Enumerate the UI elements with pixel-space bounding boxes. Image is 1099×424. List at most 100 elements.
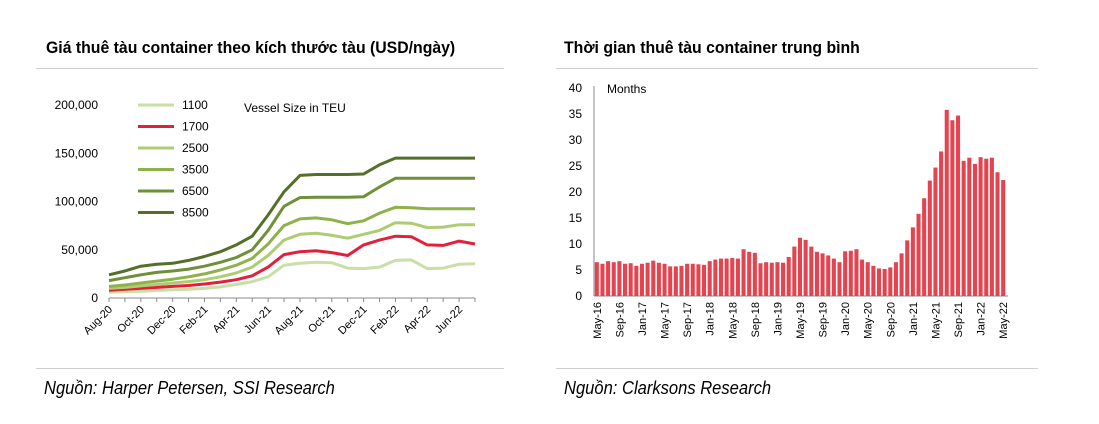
y-tick-label-40: 40 [569, 81, 583, 95]
bar-sep-16 [617, 261, 622, 296]
x-tick-label-may-19: May-19 [795, 302, 807, 339]
legend-label-3500: 3500 [182, 163, 209, 177]
bar-oct-16 [623, 263, 628, 296]
bar-oct-20 [893, 262, 898, 296]
bar-jun-16 [600, 263, 605, 296]
bar-sep-17 [685, 263, 690, 296]
x-tick-label-oct-21: Oct-21 [306, 304, 338, 336]
x-tick-label-jan-20: Jan-20 [840, 302, 852, 336]
bar-sep-21 [956, 115, 961, 296]
bar-dec-16 [634, 265, 639, 296]
x-tick-label-aug-20: Aug-20 [82, 304, 116, 338]
series-line-1700 [108, 234, 476, 292]
x-tick-label-dec-20: Dec-20 [145, 304, 179, 338]
x-tick-label-jan-19: Jan-19 [772, 302, 784, 336]
series-line-6500 [108, 176, 475, 283]
x-tick-label-sep-21: Sep-21 [953, 302, 965, 337]
y-tick-label-30: 30 [569, 133, 583, 147]
bar-feb-18 [713, 259, 718, 296]
x-tick-label-jun-21: Jun-21 [242, 304, 274, 336]
y-tick-label-50000: 50,000 [61, 243, 98, 257]
bar-feb-19 [781, 262, 786, 296]
bar-jan-20 [843, 251, 848, 296]
bar-sep-19 [820, 253, 825, 296]
bar-nov-16 [628, 263, 633, 296]
right-chart-panel: Thời gian thuê tàu container trung bình … [550, 0, 1099, 424]
bar-may-17 [662, 263, 667, 296]
series-line-3500 [108, 205, 475, 288]
y-tick-label-25: 25 [569, 159, 583, 173]
bar-apr-21 [927, 180, 932, 296]
y-tick-label-10: 10 [569, 237, 583, 251]
legend-title: Vessel Size in TEU [244, 101, 346, 115]
x-tick-label-may-20: May-20 [863, 302, 875, 339]
bar-mar-17 [651, 260, 656, 296]
x-tick-label-sep-18: Sep-18 [750, 302, 762, 337]
right-title-divider [556, 68, 1038, 69]
x-tick-label-oct-20: Oct-20 [115, 304, 147, 336]
series-line-2500 [108, 221, 475, 290]
y-tick-label-35: 35 [569, 107, 583, 121]
x-tick-label-dec-21: Dec-21 [336, 304, 370, 338]
left-chart-panel: Giá thuê tàu container theo kích thước t… [0, 0, 540, 424]
legend-label-1700: 1700 [182, 120, 209, 134]
y-tick-label-0: 0 [91, 291, 98, 305]
bar-aug-16 [611, 262, 616, 296]
bar-jun-18 [735, 258, 740, 296]
bar-jul-17 [673, 266, 678, 296]
bar-dec-18 [769, 262, 774, 296]
bar-may-20 [865, 262, 870, 296]
bar-nov-17 [696, 264, 701, 296]
bar-jan-18 [707, 261, 712, 296]
y-tick-label-0: 0 [575, 289, 582, 303]
x-tick-label-jun-22: Jun-22 [433, 304, 465, 336]
bar-jun-21 [939, 151, 944, 296]
y-tick-label-200000: 200,000 [55, 98, 99, 112]
bar-nov-19 [831, 258, 836, 296]
bar-jan-21 [910, 227, 915, 296]
x-tick-label-apr-21: Apr-21 [211, 304, 243, 336]
x-tick-label-sep-16: Sep-16 [614, 302, 626, 337]
bar-may-16 [594, 262, 599, 296]
bar-may-21 [933, 167, 938, 296]
bar-aug-20 [882, 268, 887, 296]
bar-oct-17 [690, 263, 695, 296]
x-tick-label-jan-22: Jan-22 [976, 302, 988, 336]
bar-jun-20 [871, 265, 876, 296]
bar-feb-20 [848, 250, 853, 296]
x-tick-label-may-16: May-16 [592, 302, 604, 339]
bar-sep-18 [752, 252, 757, 296]
legend-label-2500: 2500 [182, 141, 209, 155]
bar-aug-21 [950, 120, 955, 297]
bar-nov-18 [764, 262, 769, 296]
bar-jul-18 [741, 249, 746, 296]
right-chart-source: Nguồn: Clarksons Research [564, 378, 772, 398]
left-source-divider [36, 368, 504, 369]
bar-apr-18 [724, 258, 729, 296]
bar-mar-20 [854, 249, 859, 296]
series-line-1100 [108, 258, 476, 294]
bar-aug-19 [814, 251, 819, 296]
y-tick-label-150000: 150,000 [55, 146, 99, 160]
bar-dec-21 [972, 163, 977, 296]
bar-mar-22 [989, 157, 994, 296]
bar-jul-21 [944, 109, 949, 296]
legend-label-8500: 8500 [182, 206, 209, 220]
bar-oct-21 [961, 160, 966, 296]
bar-jan-19 [775, 262, 780, 296]
left-chart-title: Giá thuê tàu container theo kích thước t… [46, 38, 456, 57]
x-tick-label-may-18: May-18 [727, 302, 739, 339]
bar-jul-16 [606, 261, 611, 296]
x-tick-label-may-21: May-21 [930, 302, 942, 339]
right-chart-title: Thời gian thuê tàu container trung bình [564, 38, 860, 57]
legend-label-6500: 6500 [182, 184, 209, 198]
y-tick-label-5: 5 [575, 263, 582, 277]
bar-may-22 [1001, 180, 1006, 296]
bar-apr-20 [860, 259, 865, 296]
left-title-divider [36, 68, 504, 69]
x-tick-label-sep-20: Sep-20 [885, 302, 897, 337]
legend-label-1100: 1100 [182, 98, 208, 112]
right-source-divider [556, 368, 1038, 369]
left-chart-source: Nguồn: Harper Petersen, SSI Research [44, 378, 335, 398]
charter-rate-line-chart: 0 50,000 100,000 150,000 200,000 Aug-20 Oct-20… [55, 98, 476, 338]
